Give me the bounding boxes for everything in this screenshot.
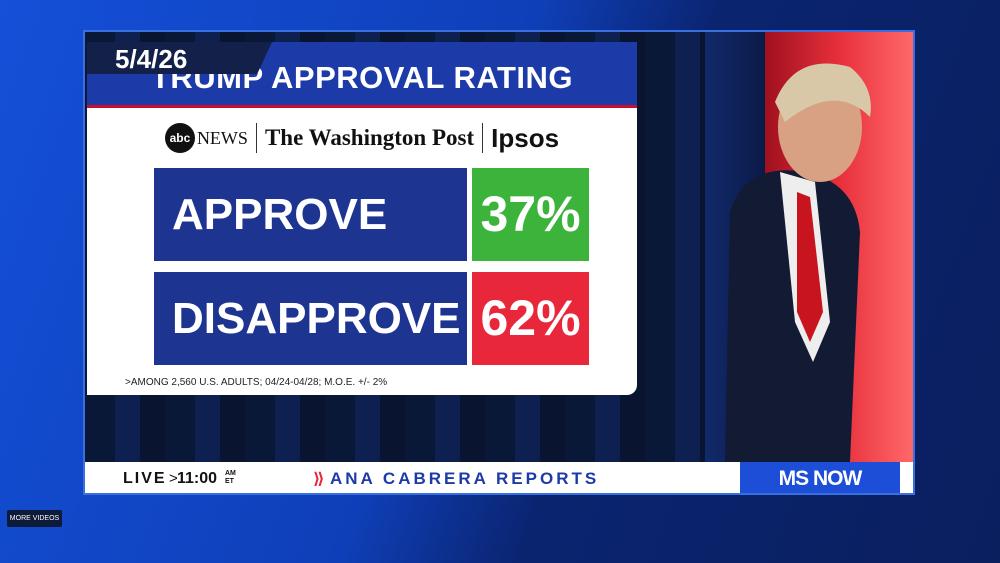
row-label: APPROVE: [154, 168, 467, 261]
sources: abc NEWS The Washington Post Ipsos: [87, 120, 637, 156]
separator: [255, 123, 257, 153]
date: 5/4/26: [87, 42, 272, 74]
video-frame: TRUMP APPROVAL RATING 5/4/26 abc NEWS Th…: [83, 30, 915, 495]
am: AM: [225, 470, 236, 477]
abc-logo: abc: [164, 123, 195, 153]
row-value: 37%: [472, 168, 589, 261]
network-logo: MS NOW: [740, 462, 900, 493]
person-photo: [725, 63, 871, 462]
ipsos: Ipsos: [491, 122, 560, 153]
row-value: 62%: [472, 272, 589, 365]
et: ET: [225, 478, 234, 485]
ticker: LIVE > 11:00 AM ET ⟫ ANA CABRERA REPORTS …: [85, 462, 913, 493]
live: LIVE: [123, 470, 167, 487]
row-label: DISAPPROVE: [154, 272, 467, 365]
more-videos-button[interactable]: MORE VIDEOS: [7, 510, 62, 527]
footnote: >AMONG 2,560 U.S. ADULTS; 04/24-04/28; M…: [125, 377, 388, 388]
arrow: >: [169, 470, 178, 487]
poll-panel: TRUMP APPROVAL RATING 5/4/26 abc NEWS Th…: [87, 42, 637, 395]
time: 11:00: [177, 470, 218, 487]
separator: [482, 123, 484, 153]
abc-news: NEWS: [196, 127, 248, 148]
mark: ⟫: [313, 471, 325, 488]
washington-post: The Washington Post: [264, 125, 475, 150]
show-name: ANA CABRERA REPORTS: [330, 469, 600, 488]
time-zone: AM ET: [225, 470, 236, 486]
